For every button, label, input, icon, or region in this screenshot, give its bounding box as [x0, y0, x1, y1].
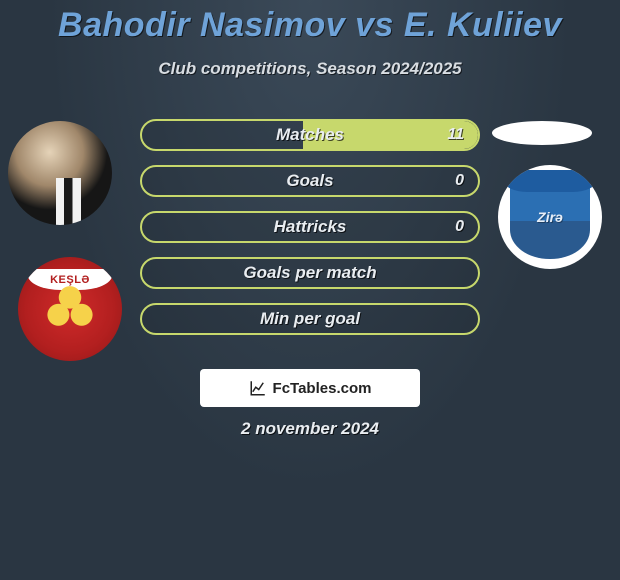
stat-row-goals-per-match: Goals per match — [140, 257, 480, 289]
stat-row-hattricks: Hattricks 0 — [140, 211, 480, 243]
stat-label: Goals — [142, 171, 478, 191]
club-right-crest-label: Zirə — [510, 175, 589, 258]
brand-link[interactable]: FcTables.com — [200, 369, 420, 407]
subtitle: Club competitions, Season 2024/2025 — [0, 59, 620, 79]
brand-label: FcTables.com — [273, 380, 372, 397]
stat-label: Min per goal — [142, 309, 478, 329]
stat-right-value: 11 — [447, 126, 464, 144]
stat-row-matches: Matches 11 — [140, 119, 480, 151]
stat-right-value: 0 — [455, 218, 464, 236]
player-left-avatar — [8, 121, 112, 225]
chart-icon — [249, 379, 267, 397]
stat-rows: Matches 11 Goals 0 Hattricks 0 Goals per… — [140, 119, 480, 335]
stat-row-goals: Goals 0 — [140, 165, 480, 197]
stat-row-min-per-goal: Min per goal — [140, 303, 480, 335]
stat-right-value: 0 — [455, 172, 464, 190]
flame-icon — [41, 280, 99, 338]
stat-label: Goals per match — [142, 263, 478, 283]
club-right-crest: Zirə — [498, 165, 602, 269]
comparison-stage: KEŞLƏ Zirə Matches 11 Goals 0 Hattricks … — [0, 101, 620, 461]
stat-label: Hattricks — [142, 217, 478, 237]
page-title: Bahodir Nasimov vs E. Kuliiev — [0, 0, 620, 45]
date-label: 2 november 2024 — [0, 419, 620, 439]
player-right-avatar — [492, 121, 592, 145]
club-left-crest: KEŞLƏ — [18, 257, 122, 361]
